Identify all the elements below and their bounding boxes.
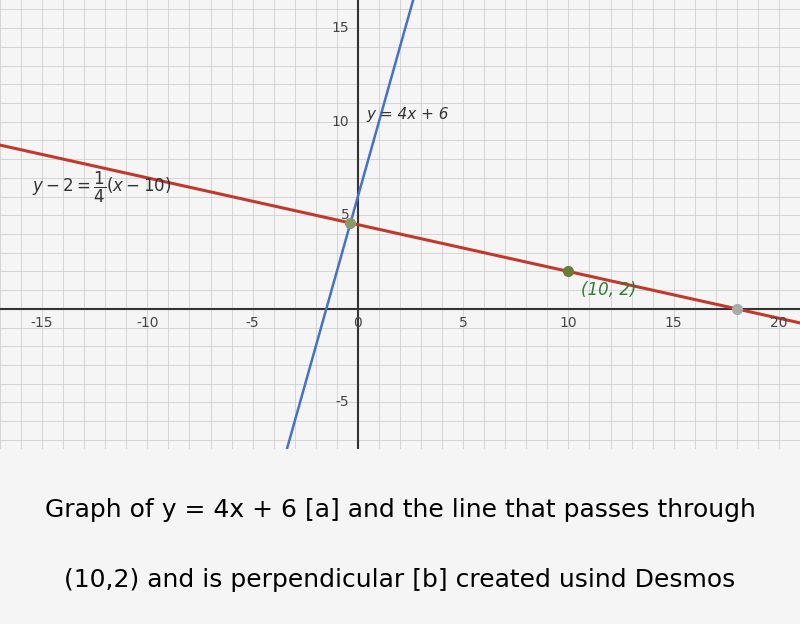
Text: -5: -5	[246, 316, 259, 330]
Text: 20: 20	[770, 316, 788, 330]
Text: 10: 10	[332, 115, 350, 129]
Text: -10: -10	[136, 316, 158, 330]
Text: y = 4x + 6: y = 4x + 6	[366, 107, 449, 122]
Text: 0: 0	[354, 316, 362, 330]
Text: Graph of y = 4x + 6 [a] and the line that passes through: Graph of y = 4x + 6 [a] and the line tha…	[45, 499, 755, 522]
Text: (10, 2): (10, 2)	[581, 281, 637, 299]
Text: $y - 2 = \dfrac{1}{4}(x - 10)$: $y - 2 = \dfrac{1}{4}(x - 10)$	[31, 170, 171, 205]
Text: -5: -5	[336, 396, 350, 409]
Text: (10,2) and is perpendicular [b] created usind Desmos: (10,2) and is perpendicular [b] created …	[64, 568, 736, 592]
Text: 10: 10	[560, 316, 578, 330]
Text: 15: 15	[332, 21, 350, 35]
Text: 5: 5	[458, 316, 467, 330]
Text: 15: 15	[665, 316, 682, 330]
Text: -15: -15	[31, 316, 54, 330]
Text: 5: 5	[341, 208, 350, 222]
